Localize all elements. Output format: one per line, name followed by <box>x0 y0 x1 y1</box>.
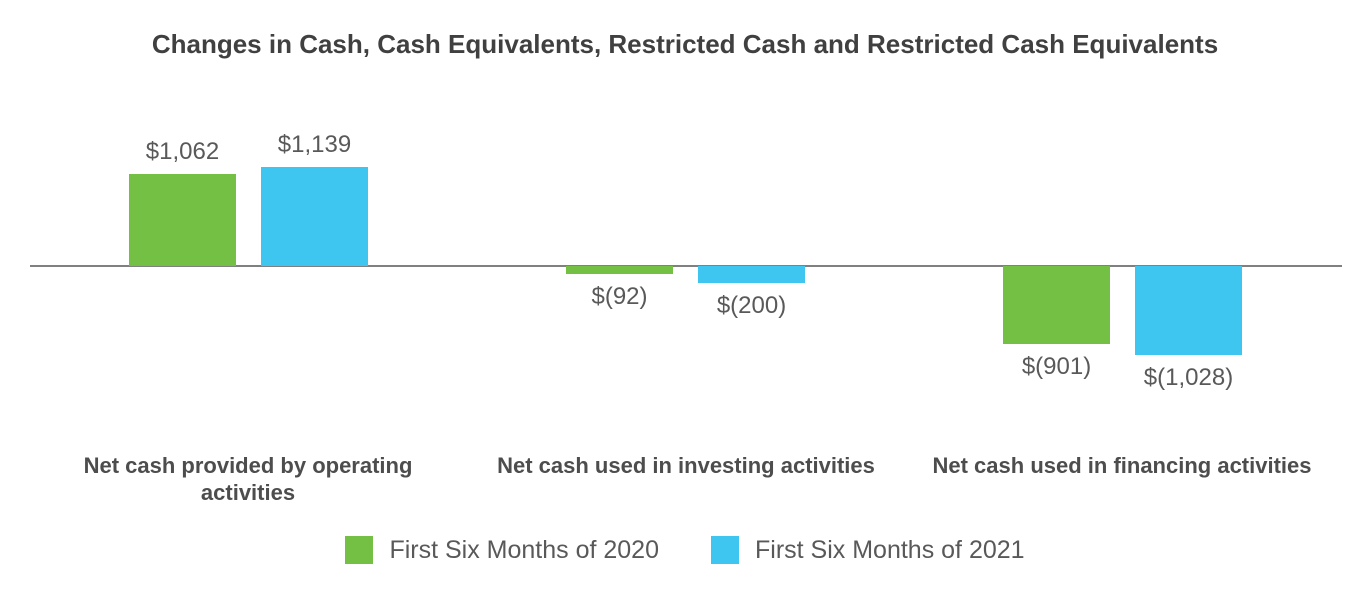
category-label-financing: Net cash used in financing activities <box>932 453 1312 478</box>
legend-item-2020: First Six Months of 2020 <box>345 536 659 564</box>
category-label-operating: Net cash provided by operating activitie… <box>83 453 413 505</box>
value-label-2021-financing: $(1,028) <box>1143 364 1234 391</box>
value-label-2020-operating: $1,062 <box>145 138 220 165</box>
bar-2021-financing <box>1135 266 1242 355</box>
bar-2020-investing <box>566 266 673 274</box>
bar-2021-investing <box>698 266 805 283</box>
bar-2020-operating <box>129 174 236 266</box>
category-label-investing: Net cash used in investing activities <box>497 453 875 478</box>
bar-2020-financing <box>1003 266 1110 344</box>
value-label-2021-investing: $(200) <box>716 292 787 319</box>
legend: First Six Months of 2020 First Six Month… <box>0 536 1370 564</box>
legend-swatch-2021-icon <box>711 536 739 564</box>
value-label-2021-operating: $1,139 <box>277 131 352 158</box>
legend-item-2021: First Six Months of 2021 <box>711 536 1025 564</box>
legend-label-2021: First Six Months of 2021 <box>755 536 1025 564</box>
legend-label-2020: First Six Months of 2020 <box>389 536 659 564</box>
bar-2021-operating <box>261 167 368 266</box>
legend-swatch-2020-icon <box>345 536 374 564</box>
x-axis-line <box>30 265 1342 267</box>
value-label-2020-financing: $(901) <box>1021 353 1092 380</box>
value-label-2020-investing: $(92) <box>591 283 648 310</box>
chart-title: Changes in Cash, Cash Equivalents, Restr… <box>151 29 1219 59</box>
